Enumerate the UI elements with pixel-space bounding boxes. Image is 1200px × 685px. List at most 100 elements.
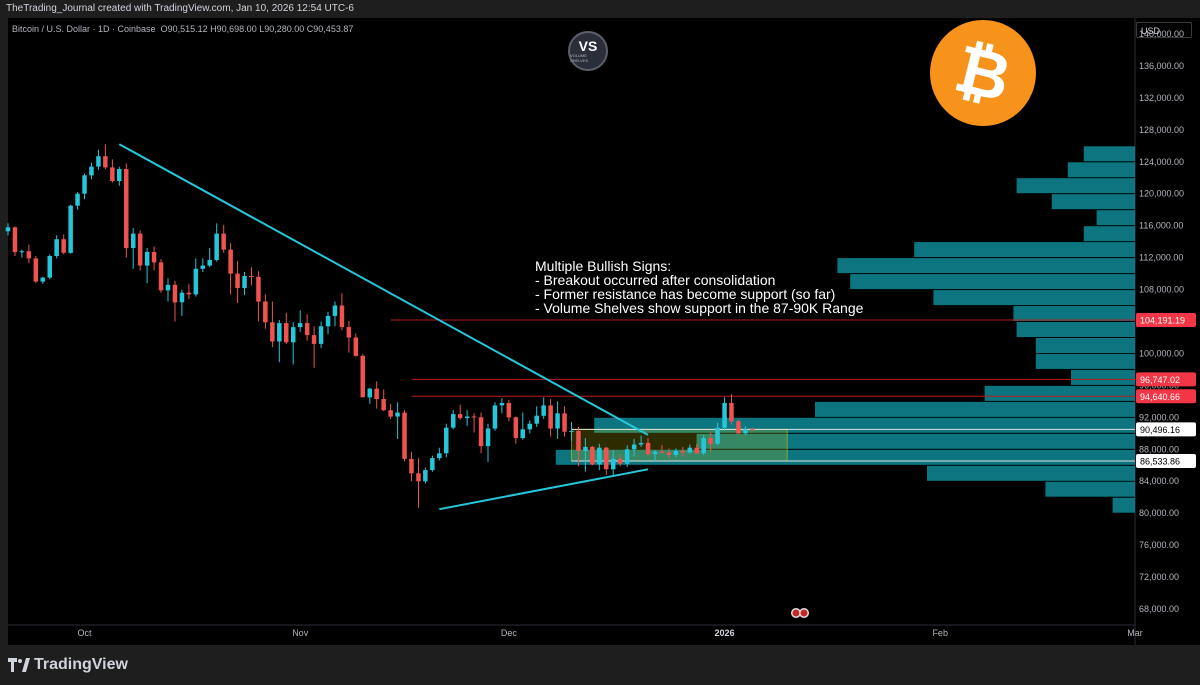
x-axis-labels: Oct Nov Dec 2026 Feb Mar xyxy=(77,628,1142,638)
candle-body xyxy=(388,410,393,417)
candle-body xyxy=(96,156,101,167)
volume-shelf xyxy=(984,385,1135,401)
candle-body xyxy=(555,413,560,429)
close-value: 90,453.87 xyxy=(313,24,354,34)
candle-body xyxy=(325,315,331,327)
candle-body xyxy=(242,276,247,288)
candle-body xyxy=(179,292,185,303)
candle-body xyxy=(214,233,219,260)
footer xyxy=(0,645,1200,685)
price-chart[interactable]: 68,000.00 72,000.00 76,000.00 80,000.00 84,0… xyxy=(0,0,1200,645)
candle-body xyxy=(743,429,748,434)
candle-body xyxy=(729,403,734,422)
annotation-line: - Former resistance has become support (… xyxy=(535,286,836,302)
y-tick-label: 124,000.00 xyxy=(1139,157,1184,167)
tradingview-brand: TradingView xyxy=(34,656,128,673)
candle-body xyxy=(708,438,713,444)
candle-body xyxy=(423,470,428,482)
candle-body xyxy=(19,251,25,253)
annotation-line: - Breakout occurred after consolidation xyxy=(535,272,776,288)
candle-body xyxy=(590,446,595,465)
volume-shelf xyxy=(933,290,1135,306)
candle-body xyxy=(291,327,296,343)
volume-shelf xyxy=(815,401,1135,417)
candle-body xyxy=(151,252,157,263)
volume-shelf xyxy=(1083,146,1135,162)
candle-body xyxy=(332,305,338,316)
candle-body xyxy=(638,442,644,445)
chart-pane[interactable] xyxy=(8,18,1135,645)
annotation-text: Multiple Bullish Signs: - Breakout occur… xyxy=(535,259,863,315)
volume-shelf xyxy=(914,242,1135,258)
volume-shelf xyxy=(1067,162,1135,178)
candle-body xyxy=(652,451,658,455)
symbol-info: Bitcoin / U.S. Dollar · 1D · Coinbase O9… xyxy=(12,24,354,34)
candle-body xyxy=(736,421,741,434)
candle-body xyxy=(659,451,665,453)
candle-body xyxy=(597,447,602,465)
y-tick-label: 128,000.00 xyxy=(1139,125,1184,135)
volume-shelf xyxy=(1071,369,1135,385)
open-value: 90,515.12 xyxy=(167,24,208,34)
candle-body xyxy=(235,273,240,288)
candle-body xyxy=(12,227,18,253)
volume-shelves-logo: VS VOLUME SHELVES xyxy=(568,31,608,71)
candle-body xyxy=(131,233,136,248)
high-value: 90,698.00 xyxy=(216,24,257,34)
y-tick-label: 76,000.00 xyxy=(1139,540,1179,550)
tradingview-logo-icon xyxy=(8,658,30,672)
candle-body xyxy=(631,444,637,450)
candle-body xyxy=(624,449,630,464)
candle-body xyxy=(374,388,379,399)
candle-body xyxy=(165,284,171,291)
volume-shelf xyxy=(1051,194,1135,210)
candle-body xyxy=(645,442,651,455)
tradingview-logo[interactable]: TradingView xyxy=(8,656,128,674)
volume-shelf xyxy=(1112,497,1135,513)
candle-body xyxy=(297,323,303,328)
ascending-trendline xyxy=(439,468,649,511)
candle-body xyxy=(680,450,685,453)
horizontal-levels xyxy=(390,319,1135,462)
annotation-line: - Volume Shelves show support in the 87-… xyxy=(535,300,864,316)
volume-shelf xyxy=(696,433,1135,449)
y-tick-label: 84,000.00 xyxy=(1139,476,1179,486)
x-tick-label: Oct xyxy=(77,628,92,638)
volume-shelf xyxy=(1045,481,1135,497)
candle-body xyxy=(534,415,539,424)
y-tick-label: 140,000.00 xyxy=(1139,29,1184,39)
volume-shelf xyxy=(927,465,1135,481)
candle-body xyxy=(270,322,275,342)
y-tick-label: 136,000.00 xyxy=(1139,61,1184,71)
y-tick-label: 132,000.00 xyxy=(1139,93,1184,103)
candle-body xyxy=(103,156,108,168)
candle-body xyxy=(666,452,672,455)
price-label-text: 90,496.16 xyxy=(1140,425,1180,435)
y-tick-label: 120,000.00 xyxy=(1139,189,1184,199)
candle-body xyxy=(492,405,498,429)
candle-body xyxy=(193,268,199,295)
candle-body xyxy=(360,355,365,398)
price-label-text: 86,533.86 xyxy=(1140,457,1180,467)
candle-body xyxy=(499,403,505,406)
currency-selector[interactable]: USD xyxy=(1136,22,1192,38)
price-label-bg xyxy=(1136,313,1196,327)
price-label-text: 94,640.66 xyxy=(1140,392,1180,402)
candle-body xyxy=(249,276,254,277)
y-tick-label: 116,000.00 xyxy=(1139,221,1183,231)
candle-body xyxy=(437,453,442,459)
candle-body xyxy=(284,323,289,343)
x-tick-label: Feb xyxy=(932,628,948,638)
price-axis[interactable] xyxy=(1135,18,1200,645)
y-tick-label: 92,000.00 xyxy=(1139,412,1179,422)
candle-body xyxy=(40,277,45,282)
low-value: 90,280.00 xyxy=(264,24,305,34)
x-tick-label: Dec xyxy=(501,628,518,638)
candle-body xyxy=(26,251,32,259)
candle-body xyxy=(5,227,11,232)
candle-body xyxy=(527,423,532,430)
events-flag-icon[interactable] xyxy=(791,608,809,618)
candle-body xyxy=(82,175,87,194)
candle-body xyxy=(200,265,205,269)
price-label-bg xyxy=(1136,422,1196,437)
